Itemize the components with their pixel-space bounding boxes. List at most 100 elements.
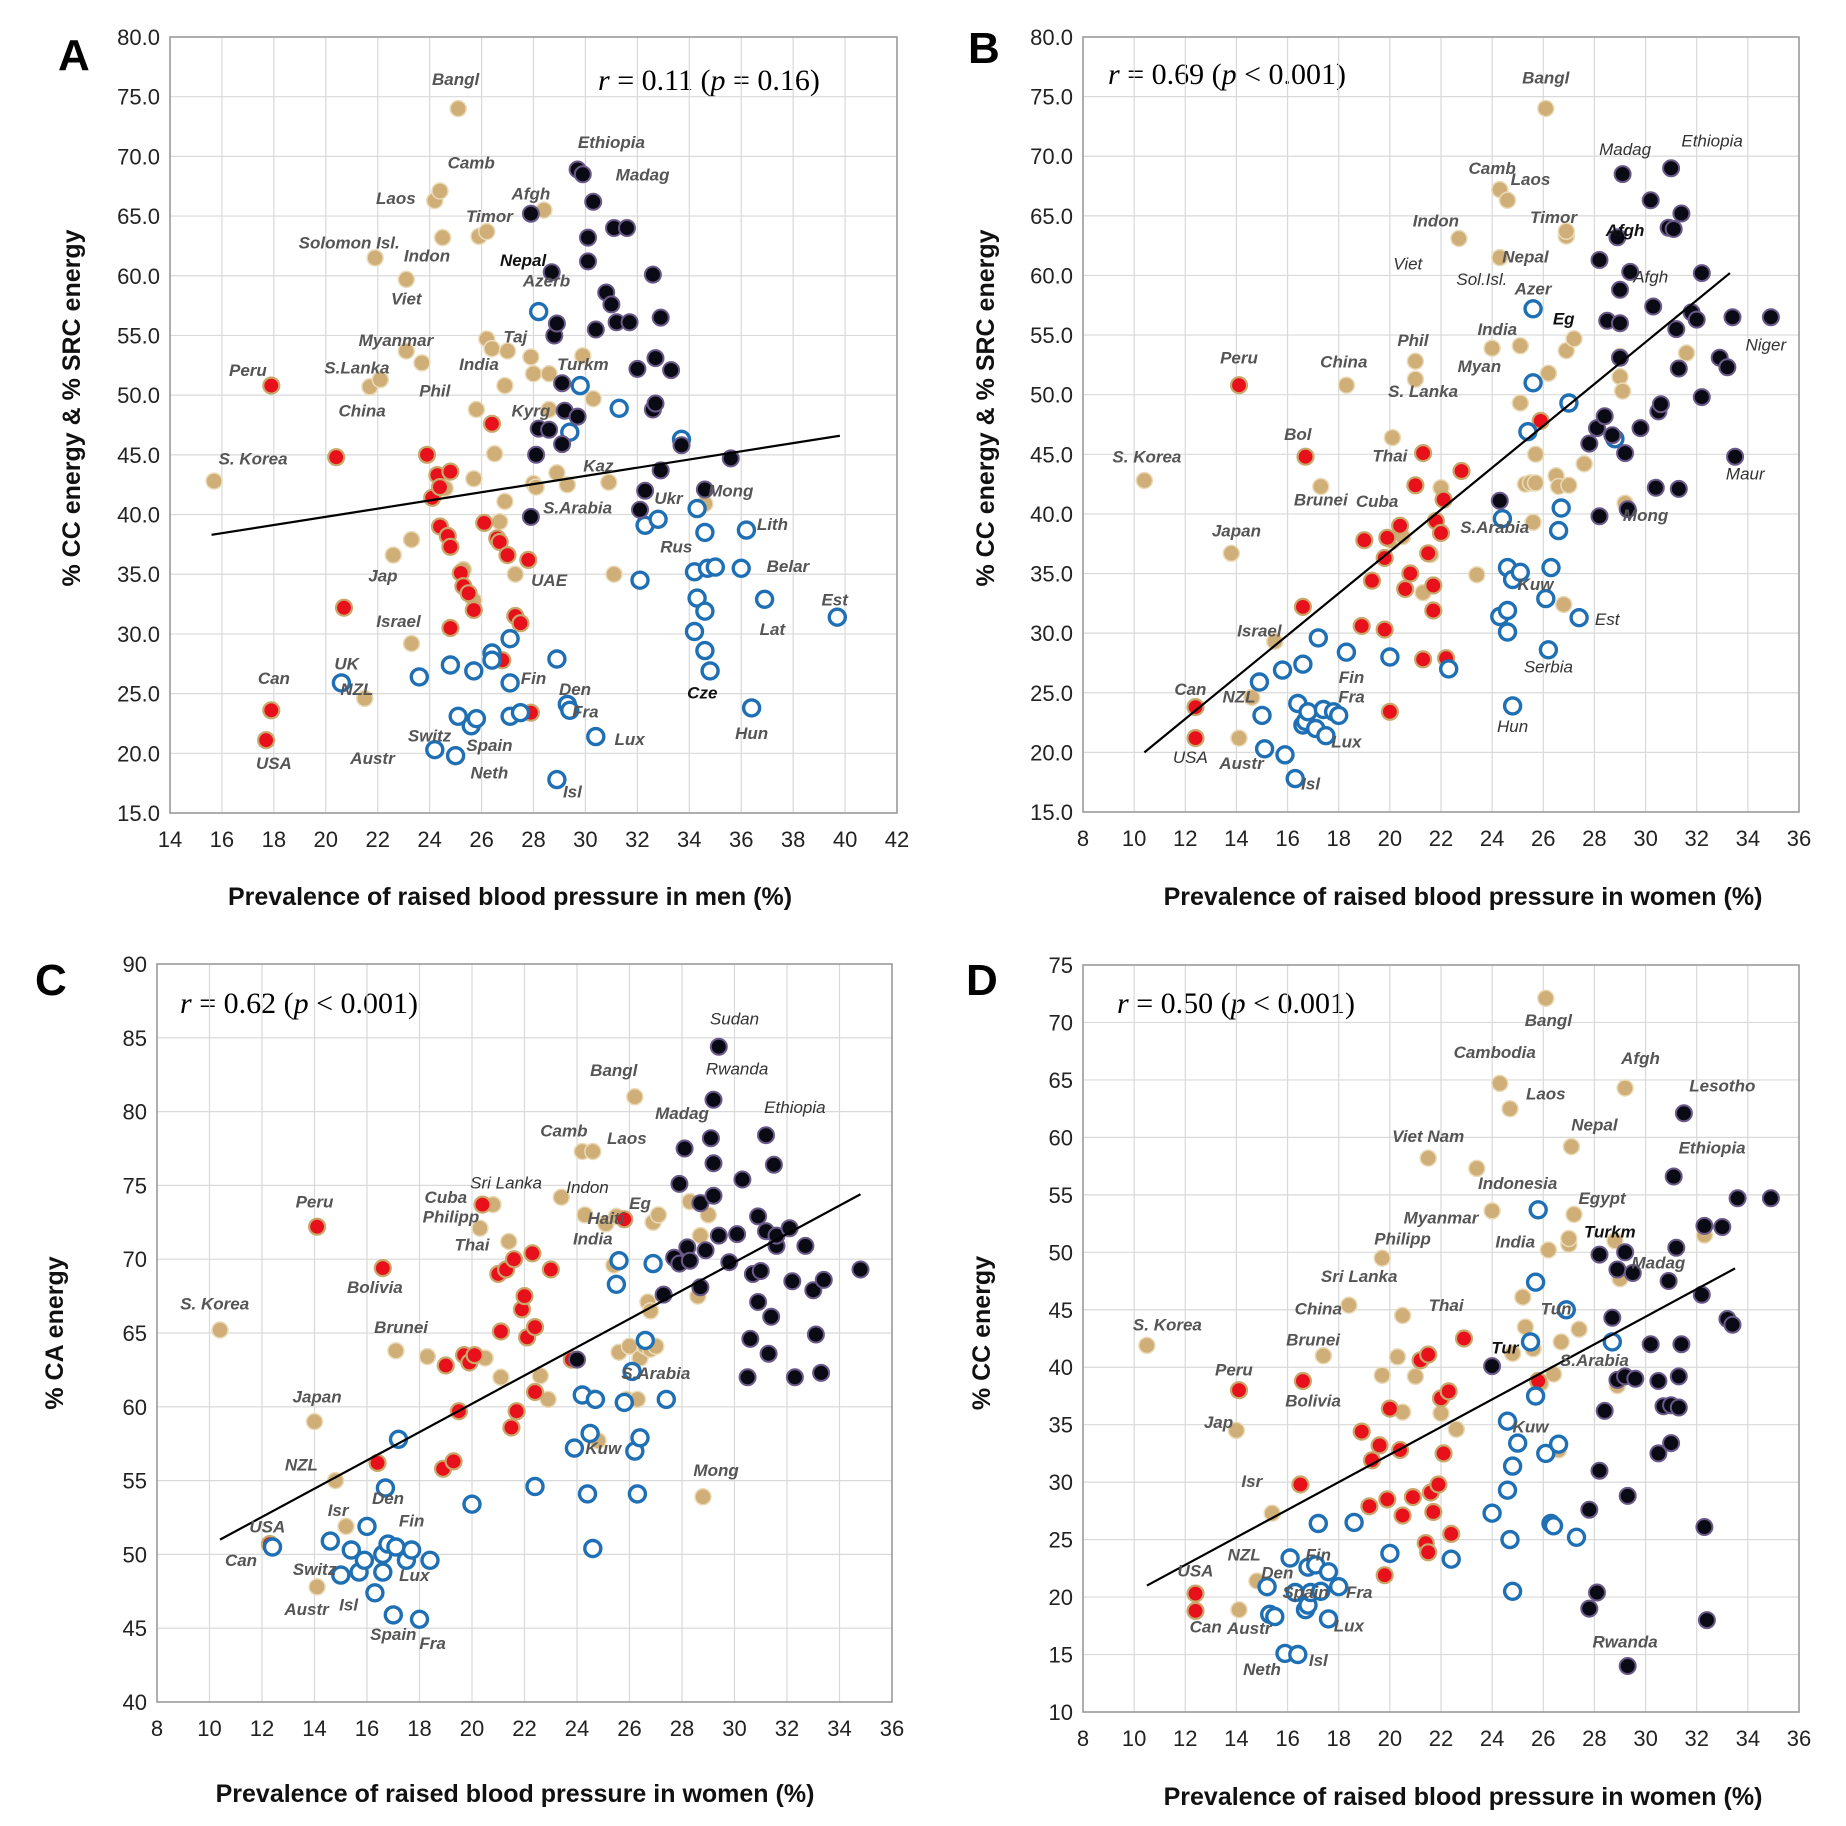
plot-frame [1082,36,1800,813]
data-point-red [1390,516,1410,535]
x-tick-label: 24 [1480,1726,1504,1751]
data-point-red [519,550,538,570]
plot-frame [1082,964,1800,1713]
data-point-tan [1526,474,1545,492]
data-point-red [1393,1506,1412,1525]
country-label: Rwanda [1593,1633,1658,1652]
data-point-black [749,1293,768,1311]
data-point-black [1588,1583,1606,1602]
country-label: Neth [1243,1660,1281,1679]
data-point-tan [1406,1367,1425,1386]
data-point-blue [1500,1529,1520,1550]
data-point-blue [500,673,520,693]
data-point-tan [1560,1229,1578,1248]
country-label: Kuw [1513,1418,1551,1437]
data-point-tan [1337,376,1356,394]
data-point-tan [1498,191,1517,210]
data-point-red [1375,1566,1394,1585]
data-point-blue [320,1531,340,1551]
x-tick-label: 36 [880,1716,904,1741]
x-tick-label: 32 [1684,1726,1708,1751]
data-point-blue [695,601,715,621]
data-point-tan [1606,1232,1624,1250]
country-label: Cze [687,683,717,702]
x-tick-label: 16 [355,1716,379,1741]
data-point-black [1651,395,1670,414]
data-point-red [459,584,478,603]
data-point-black [643,265,662,284]
data-point-black [751,1262,770,1280]
country-label: Ethiopia [1681,132,1742,151]
data-point-blue [1497,1480,1518,1500]
data-point-black [1649,1444,1668,1463]
country-label: Madag [1631,1253,1685,1272]
data-point-blue [1528,1200,1548,1220]
data-point-red [498,545,517,565]
data-point-red [308,1217,327,1236]
x-tick-label: 32 [775,1716,799,1741]
data-point-red [373,1258,392,1278]
x-tick-label: 20 [314,827,338,852]
data-point-black [527,445,546,464]
country-label: Cambodia [1454,1043,1536,1062]
x-tick-label: 34 [1736,1726,1760,1751]
data-point-red [1362,571,1382,590]
data-point-tan [1230,1600,1248,1619]
data-point-blue [1536,588,1556,609]
data-point-black [851,1260,870,1279]
data-point-black [586,320,605,339]
country-label: S.Arabia [1460,518,1529,537]
data-point-tan [524,364,543,383]
data-point-tan [467,400,486,419]
country-label: Austr [283,1600,330,1619]
country-label: India [1477,320,1517,339]
data-point-blue [462,1494,482,1514]
data-point-blue [1538,640,1559,660]
data-point-black [672,436,691,455]
country-label: Peru [1220,349,1258,368]
data-point-black [1595,1401,1614,1420]
data-point-blue [1328,705,1349,726]
data-point-black [1672,1335,1691,1354]
data-point-red [262,701,281,720]
data-point-black [1580,434,1599,453]
plot-frame [156,963,893,1703]
data-point-black [1603,1308,1622,1327]
country-label: Est [1595,610,1621,629]
data-point-black [646,349,665,368]
data-point-red [334,598,354,617]
country-label: NZL [285,1455,318,1474]
country-label: Rwanda [706,1060,768,1079]
y-tick-label: 30.0 [1030,621,1073,646]
data-point-black [1621,262,1640,281]
data-point-tan [506,565,525,583]
data-point-tan [384,546,403,564]
x-tick-label: 18 [1326,826,1350,851]
data-point-black [785,1368,804,1387]
country-label: Hun [1497,717,1528,736]
y-tick-label: 50.0 [117,383,160,408]
data-point-tan [305,1412,324,1431]
country-label: Lesotho [1689,1076,1755,1095]
data-point-red [262,376,281,395]
x-axis-title-b: Prevalence of raised blood pressure in w… [1164,883,1763,911]
y-tick-label: 65 [123,1321,147,1346]
country-label: Philipp [423,1207,480,1226]
data-point-blue [354,1550,375,1571]
data-point-tan [1373,1366,1391,1385]
data-point-tan [496,376,514,395]
country-label: Taj [503,328,528,347]
data-point-black [1659,1272,1678,1290]
data-point-tan [691,1226,710,1245]
y-tick-label: 35 [1049,1413,1073,1438]
y-tick-label: 80 [123,1100,147,1125]
country-label: Rus [660,538,692,557]
data-point-tan [1557,222,1576,241]
data-point-red [1424,1502,1443,1522]
country-label: S.Arabia [1560,1351,1629,1370]
data-point-red [1352,1422,1371,1441]
y-tick-label: 85 [123,1026,147,1051]
data-point-black [1669,359,1688,378]
country-label: Est [821,590,849,609]
country-label: Nepal [1571,1116,1619,1135]
